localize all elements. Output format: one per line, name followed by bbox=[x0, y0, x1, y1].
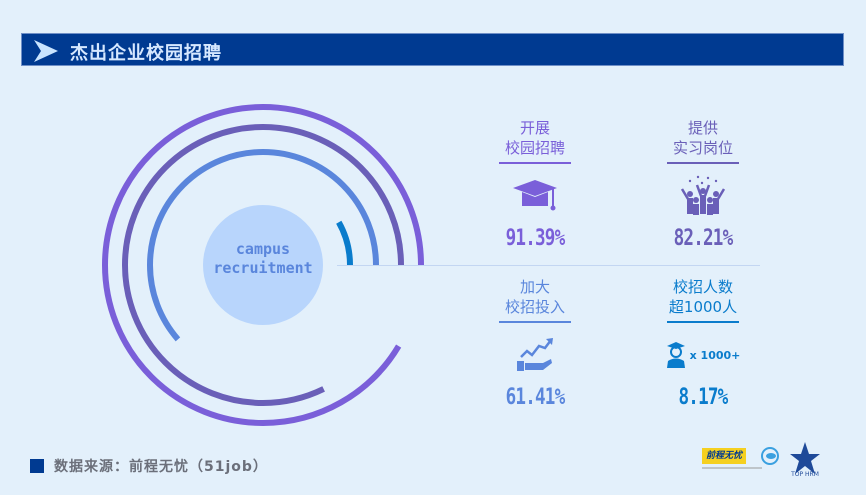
stat-investment: 加大 校招投入 61.41% bbox=[480, 277, 590, 410]
stat-internship: 提供 实习岗位 82.21% bbox=[648, 118, 758, 251]
graduate-person-icon: x 1000+ bbox=[648, 335, 758, 375]
growth-hand-icon bbox=[480, 335, 590, 375]
stat-title: 提供 bbox=[687, 119, 718, 137]
stat-value: 8.17% bbox=[678, 385, 729, 410]
logos: 前程无忧 TOP HRM bbox=[700, 440, 850, 480]
stat-title: 加大 bbox=[519, 278, 550, 296]
icon-caption: x 1000+ bbox=[689, 348, 741, 362]
underline bbox=[667, 162, 739, 164]
51job-logo: 前程无忧 bbox=[702, 448, 746, 464]
center-label: campus recruitment bbox=[203, 240, 323, 278]
center-label-line2: recruitment bbox=[213, 259, 313, 277]
circle-logo bbox=[761, 447, 779, 465]
stat-title: 校招人数 bbox=[672, 278, 733, 296]
stat-over-1000: 校招人数 超1000人 x 1000+ 8.17% bbox=[648, 277, 758, 410]
stat-value: 82.21% bbox=[673, 226, 734, 251]
stat-title: 校园招聘 bbox=[504, 139, 565, 157]
source-text: 数据来源：前程无忧（51job） bbox=[54, 459, 268, 475]
chevron-right-icon bbox=[34, 40, 58, 62]
logo-caption bbox=[702, 467, 762, 469]
underline bbox=[667, 321, 739, 323]
stat-title: 开展 bbox=[519, 119, 550, 137]
center-label-line1: campus bbox=[235, 240, 291, 258]
underline bbox=[499, 321, 571, 323]
stat-title: 校招投入 bbox=[504, 298, 565, 316]
stat-title: 实习岗位 bbox=[672, 139, 733, 157]
stat-value: 91.39% bbox=[505, 226, 566, 251]
underline bbox=[499, 162, 571, 164]
stat-title: 超1000人 bbox=[668, 298, 738, 316]
svg-text:TOP HRM: TOP HRM bbox=[790, 471, 819, 478]
stat-value: 61.41% bbox=[505, 385, 566, 410]
tophrm-logo: TOP HRM bbox=[790, 442, 820, 478]
stat-campus-recruitment: 开展 校园招聘 91.39% bbox=[480, 118, 590, 251]
divider-line bbox=[337, 265, 760, 266]
center-circle bbox=[203, 205, 323, 325]
data-source: 数据来源：前程无忧（51job） bbox=[30, 456, 268, 476]
graduation-cap-icon bbox=[480, 176, 590, 216]
cheering-people-icon bbox=[648, 175, 758, 216]
section-header: 杰出企业校园招聘 bbox=[21, 33, 844, 66]
source-marker bbox=[30, 459, 44, 473]
page-title: 杰出企业校园招聘 bbox=[70, 43, 222, 64]
